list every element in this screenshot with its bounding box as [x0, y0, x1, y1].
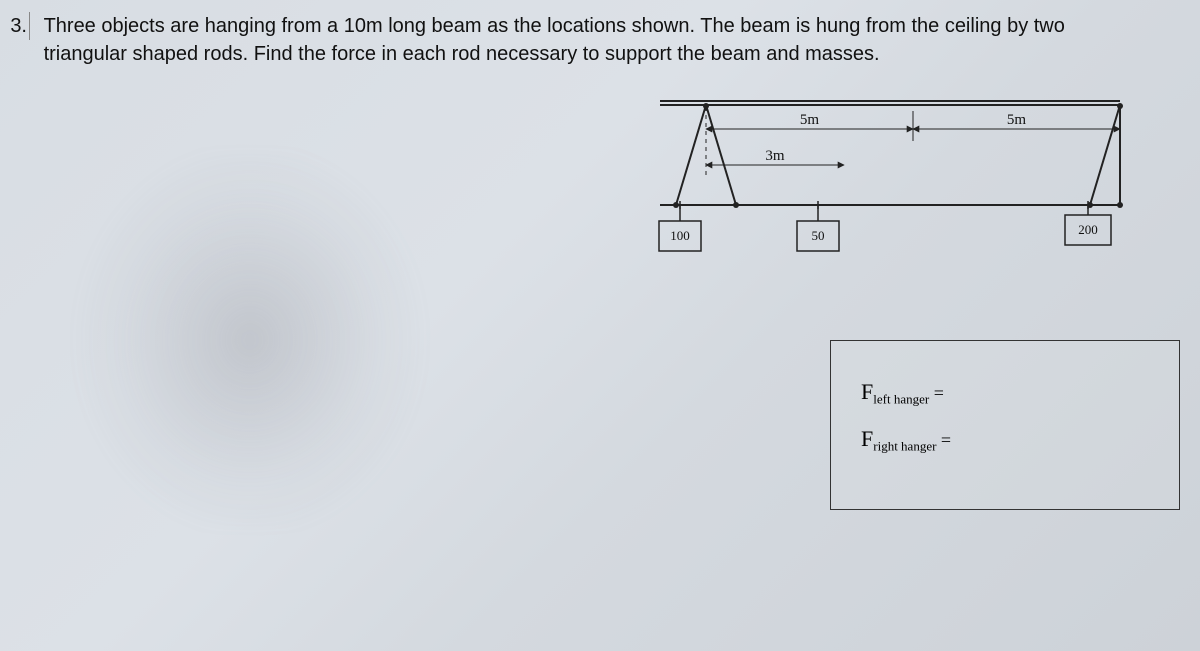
answer-left-equals: =	[934, 383, 944, 403]
svg-text:200: 200	[1078, 222, 1098, 237]
svg-text:100: 100	[670, 228, 690, 243]
answer-right-subscript: right hanger	[873, 438, 936, 453]
background-smudge	[60, 150, 440, 530]
svg-text:3m: 3m	[765, 148, 785, 164]
beam-diagram: 5m 5m 3m 100 50 200	[650, 95, 1130, 305]
answer-left-row: Fleft hanger =	[861, 379, 1149, 408]
answer-right-symbol: F	[861, 426, 873, 451]
question-block: 3. Three objects are hanging from a 10m …	[0, 12, 1180, 68]
diagram-svg: 5m 5m 3m 100 50 200	[650, 95, 1130, 305]
question-number: 3.	[0, 12, 30, 40]
question-text: Three objects are hanging from a 10m lon…	[44, 12, 1144, 68]
answer-left-symbol: F	[861, 379, 873, 404]
answer-left-subscript: left hanger	[873, 392, 929, 407]
answer-box: Fleft hanger = Fright hanger =	[830, 340, 1180, 510]
svg-text:5m: 5m	[800, 112, 820, 128]
answer-right-equals: =	[941, 430, 951, 450]
answer-right-row: Fright hanger =	[861, 426, 1149, 455]
svg-text:5m: 5m	[1007, 112, 1027, 128]
svg-text:50: 50	[812, 228, 825, 243]
